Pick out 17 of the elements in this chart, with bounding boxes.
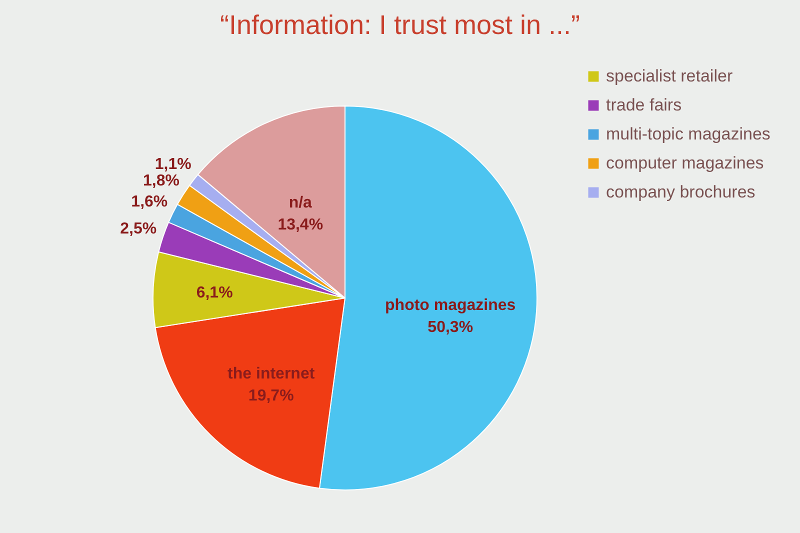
data-label: 1,6% — [131, 194, 168, 211]
data-label: 50,3% — [428, 319, 474, 336]
data-label: 1,8% — [143, 172, 180, 190]
data-label: 1,1% — [154, 156, 192, 173]
data-label: 19,7% — [248, 387, 294, 404]
slice-label: n/a — [288, 194, 312, 212]
data-label: 13,4% — [278, 216, 324, 234]
slice-label: photo magazines — [385, 297, 516, 314]
chart-title: “Information: I trust most in ...” — [220, 10, 580, 40]
data-label: 2,5% — [120, 220, 157, 238]
legend-label: specialist retailer — [606, 66, 733, 86]
legend-label: computer magazines — [606, 154, 764, 172]
slice-label: the internet — [228, 365, 316, 382]
data-label: 6,1% — [196, 284, 233, 302]
legend-label: multi-topic magazines — [606, 124, 770, 144]
legend-label: trade fairs — [606, 96, 682, 114]
legend-label: company brochures — [606, 182, 756, 202]
